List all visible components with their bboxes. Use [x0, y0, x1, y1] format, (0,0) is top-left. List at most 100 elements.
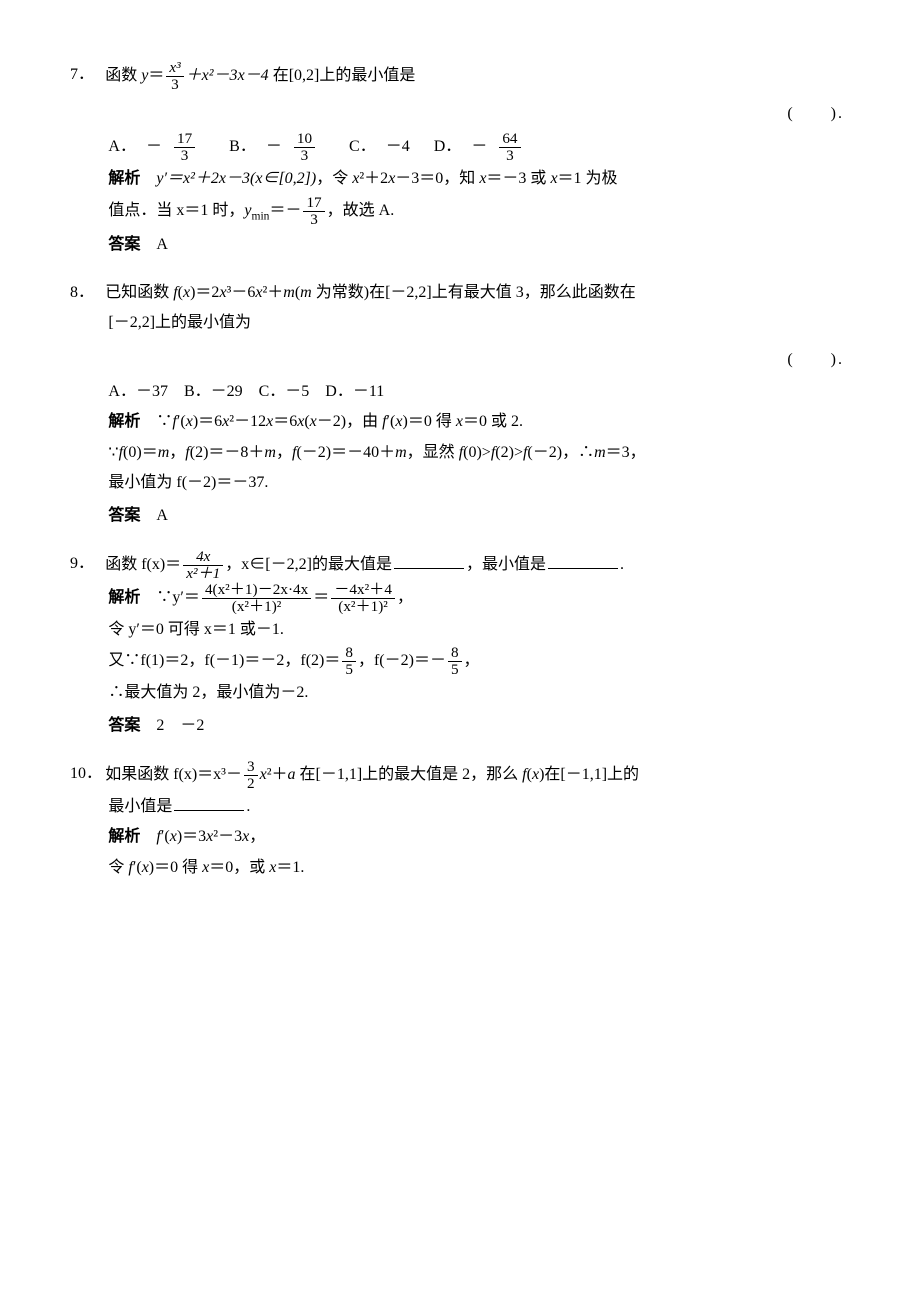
q9-an-f2: －4x²＋4(x²＋1)² — [331, 582, 395, 615]
q7-D-label: D． — [434, 138, 462, 155]
q10-tail: . — [246, 798, 250, 815]
q9-l3f1d: 5 — [342, 661, 356, 678]
q9-l3f2d: 5 — [448, 661, 462, 678]
q7-tail: ＋x²－3x－4 — [186, 67, 269, 84]
q9-blank1 — [394, 552, 464, 569]
problem-8: 8． 已知函数 f(x)＝2x³－6x²＋m(m 为常数)在[－2,2]上有最大… — [70, 278, 850, 531]
q9-answer-val: 2 －2 — [156, 717, 204, 734]
analysis-label-10: 解析 — [108, 828, 140, 845]
q7-frac: x³3 — [166, 60, 183, 93]
q7-A-sign: － — [146, 138, 162, 155]
q10-analysis-2: 令 f′(x)＝0 得 x＝0，或 x＝1. — [108, 853, 850, 883]
q8-analysis-1: 解析 ∵f′(x)＝6x²－12x＝6x(x－2)，由 f′(x)＝0 得 x＝… — [108, 407, 850, 437]
q7-stem: 7． 函数 y＝x³3＋x²－3x－4 在[0,2]上的最小值是 — [70, 60, 850, 93]
q7-B-num: 10 — [294, 131, 315, 147]
q7-B-sign: － — [266, 138, 282, 155]
q10-x2: x — [260, 766, 267, 783]
q9-f2n: －4x²＋4 — [331, 582, 395, 598]
q9-answer: 答案 2 －2 — [108, 711, 850, 741]
q9-blank2 — [548, 552, 618, 569]
q7-y: y — [141, 67, 148, 84]
q7-ymin-num: 17 — [303, 195, 324, 211]
q8-answer-val: A — [156, 507, 168, 524]
q9-analysis-1: 解析 ∵y′＝4(x²＋1)－2x·4x(x²＋1)²＝－4x²＋4(x²＋1)… — [108, 582, 850, 615]
q7-an2a: 值点．当 x＝1 时， — [108, 202, 244, 219]
q9-comma: ， — [397, 589, 413, 606]
q9-an-pre: ∵y′＝ — [156, 589, 200, 606]
answer-label-9: 答案 — [108, 717, 140, 734]
q7-answer: 答案 A — [108, 230, 850, 260]
q10-frac: 32 — [244, 759, 258, 792]
q7-number: 7． — [70, 60, 105, 90]
q7-text-pre: 函数 — [105, 67, 141, 84]
q7-body: 函数 y＝x³3＋x²－3x－4 在[0,2]上的最小值是 — [105, 60, 850, 93]
q9-l3c: ， — [464, 652, 480, 669]
q7-A-den: 3 — [174, 147, 195, 164]
q9-pre: 函数 f(x)＝ — [105, 556, 181, 573]
analysis-label: 解析 — [108, 170, 140, 187]
answer-label: 答案 — [108, 236, 140, 253]
q9-fden: x²＋1 — [183, 565, 223, 582]
q7-ymin-frac: 173 — [303, 195, 324, 228]
q8-stem: 8． 已知函数 f(x)＝2x³－6x²＋m(m 为常数)在[－2,2]上有最大… — [70, 278, 850, 308]
problem-9: 9． 函数 f(x)＝4xx²＋1，x∈[－2,2]的最大值是，最小值是. 解析… — [70, 549, 850, 741]
q7-choices: A．－173 B．－103 C．－4 D．－643 — [108, 131, 850, 164]
q9-f1d: (x²＋1)² — [202, 598, 311, 615]
q7-an-1: y′＝x²＋2x－3(x∈[0,2]) — [156, 170, 316, 187]
q9-analysis-3: 又∵f(1)＝2，f(－1)＝－2，f(2)＝85，f(－2)＝－85， — [108, 645, 850, 678]
q9-mid: ，x∈[－2,2]的最大值是 — [225, 556, 392, 573]
q7-paren: ( ). — [70, 99, 850, 129]
q7-D-frac: 643 — [499, 131, 530, 164]
q9-l3f2n: 8 — [448, 645, 462, 661]
q8-answer: 答案 A — [108, 501, 850, 531]
q9-l3b: ，f(－2)＝－ — [358, 652, 446, 669]
q10-blank — [174, 794, 244, 811]
q10-pre: 如果函数 f(x)＝x³－ — [105, 766, 242, 783]
q10-s2: 最小值是 — [108, 798, 172, 815]
q9-f1n: 4(x²＋1)－2x·4x — [202, 582, 311, 598]
q7-D-num: 64 — [499, 131, 520, 147]
q7-A-label: A． — [108, 138, 136, 155]
q7-analysis: 解析 y′＝x²＋2x－3(x∈[0,2])，令 x²＋2x－3＝0，知 x＝－… — [108, 164, 850, 194]
q8-choices: A．－37 B．－29 C．－5 D．－11 — [108, 377, 850, 407]
problem-10: 10． 如果函数 f(x)＝x³－32x²＋a 在[－1,1]上的最大值是 2，… — [70, 759, 850, 883]
q7-A-num: 17 — [174, 131, 195, 147]
q7-B-label: B． — [229, 138, 256, 155]
q9-body: 函数 f(x)＝4xx²＋1，x∈[－2,2]的最大值是，最小值是. — [105, 549, 850, 582]
q8-body: 已知函数 f(x)＝2x³－6x²＋m(m 为常数)在[－2,2]上有最大值 3… — [105, 278, 850, 308]
q7-choice-D: D．－643 — [434, 138, 541, 155]
q7-C-label: C． — [349, 138, 376, 155]
q9-f2d: (x²＋1)² — [331, 598, 395, 615]
q9-eq: ＝ — [313, 589, 329, 606]
q10-stem: 10． 如果函数 f(x)＝x³－32x²＋a 在[－1,1]上的最大值是 2，… — [70, 759, 850, 792]
q10-number: 10． — [70, 759, 105, 789]
q8-number: 8． — [70, 278, 105, 308]
q7-C-text: －4 — [386, 138, 410, 155]
q7-ymin: y — [244, 202, 251, 219]
q7-suffix: 在[0,2]上的最小值是 — [269, 67, 416, 84]
q9-l3a: 又∵f(1)＝2，f(－1)＝－2，f(2)＝ — [108, 652, 340, 669]
q10-analysis-1: 解析 f′(x)＝3x²－3x， — [108, 822, 850, 852]
q9-l3f2: 85 — [448, 645, 462, 678]
analysis-label-8: 解析 — [108, 413, 140, 430]
q7-analysis-2: 值点．当 x＝1 时，ymin＝－173，故选 A. — [108, 195, 850, 228]
q9-number: 9． — [70, 549, 105, 579]
q10-fd: 2 — [244, 775, 258, 792]
q7-choice-B: B．－103 — [229, 138, 335, 155]
q7-choice-A: A．－173 — [108, 138, 215, 155]
q10-body: 如果函数 f(x)＝x³－32x²＋a 在[－1,1]上的最大值是 2，那么 f… — [105, 759, 850, 792]
q9-stem: 9． 函数 f(x)＝4xx²＋1，x∈[－2,2]的最大值是，最小值是. — [70, 549, 850, 582]
answer-label-8: 答案 — [108, 507, 140, 524]
q7-frac-den: 3 — [166, 76, 183, 93]
q9-mid2: ，最小值是 — [466, 556, 546, 573]
q7-A-frac: 173 — [174, 131, 205, 164]
q9-l3f1n: 8 — [342, 645, 356, 661]
analysis-label-9: 解析 — [108, 589, 140, 606]
q7-an2tail: ，故选 A. — [327, 202, 395, 219]
q8-stem2: [－2,2]上的最小值为 — [108, 308, 850, 338]
q9-analysis-4: ∴最大值为 2，最小值为－2. — [108, 678, 850, 708]
q9-l3f1: 85 — [342, 645, 356, 678]
q7-B-frac: 103 — [294, 131, 325, 164]
q7-answer-val: A — [156, 236, 168, 253]
q7-choice-C: C． －4 — [349, 138, 420, 155]
